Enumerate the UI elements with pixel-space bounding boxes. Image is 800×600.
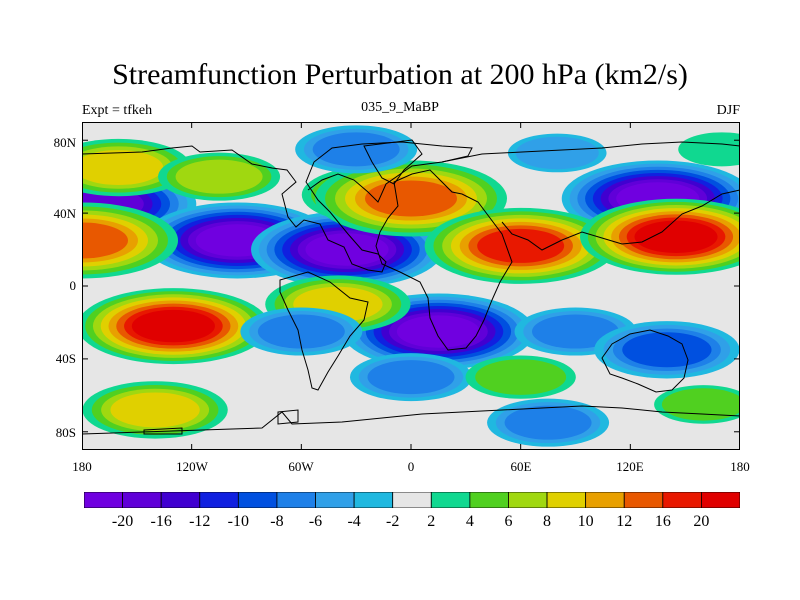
colorbar-label: -4: [347, 513, 361, 530]
contour-band: [634, 220, 718, 254]
contour-band: [367, 360, 455, 395]
antarctica-coastline: [82, 405, 740, 435]
colorbar-swatch: [623, 491, 664, 509]
colorbar-swatches: [83, 491, 741, 509]
colorbar-swatch: [430, 491, 471, 509]
colorbar-label: 10: [577, 513, 594, 530]
lat-label: 40N: [53, 206, 76, 221]
contour-band: [532, 314, 619, 349]
colorbar-swatch: [701, 491, 741, 509]
lon-label: 180: [730, 459, 750, 474]
colorbar-swatch: [662, 491, 702, 509]
experiment-label: Expt = tfkeh: [82, 103, 153, 118]
north-america-coastline: [82, 141, 473, 273]
island-coastline: [143, 427, 183, 435]
south-america-coastline: [279, 271, 369, 391]
lon-label: 120E: [616, 459, 644, 474]
colorbar-label: 12: [616, 513, 633, 530]
colorbar-swatch: [122, 491, 162, 509]
case-label: 035_9_MaBP: [361, 100, 439, 115]
contour-band: [312, 132, 400, 167]
colorbar-swatch: [585, 491, 625, 509]
lon-label: 60E: [510, 459, 532, 474]
chart-title: Streamfunction Perturbation at 200 hPa (…: [112, 58, 688, 91]
colorbar-swatch: [353, 491, 394, 509]
colorbar-label: -6: [308, 513, 323, 530]
lat-label: 80N: [53, 135, 76, 150]
colorbar-swatch: [315, 491, 355, 509]
colorbar-label: 4: [465, 513, 474, 530]
contour-band: [305, 233, 389, 266]
colorbar-label: 16: [654, 513, 671, 530]
colorbar-swatch: [469, 491, 509, 509]
lat-label: 40S: [55, 351, 76, 366]
colorbar-label: -16: [150, 513, 172, 530]
contour-band: [504, 405, 592, 440]
contour-band: [515, 136, 599, 170]
africa-coastline: [375, 169, 513, 351]
contour-band: [110, 392, 200, 428]
contour-band: [175, 159, 263, 194]
colorbar: [83, 491, 741, 509]
axis-ticks: [82, 122, 740, 450]
colorbar-label: 2: [427, 513, 436, 530]
colorbar-swatch: [276, 491, 316, 509]
lon-label: 180: [72, 459, 92, 474]
colorbar-swatch: [546, 491, 587, 509]
lon-label: 0: [407, 459, 415, 474]
colorbar-label: 6: [504, 513, 513, 530]
australia-coastline: [601, 329, 689, 393]
contour-map: [82, 122, 740, 450]
contour-band: [678, 132, 740, 167]
colorbar-label: -10: [227, 513, 249, 530]
lat-label: 0: [69, 278, 77, 293]
colorbar-label: -2: [386, 513, 400, 530]
island-coastline: [277, 409, 299, 425]
colorbar-label: 8: [543, 513, 552, 530]
colorbar-label: -8: [270, 513, 284, 530]
contour-band: [257, 314, 345, 349]
colorbar-swatch: [237, 491, 278, 509]
coastline-layer: [82, 139, 740, 435]
contour-band: [131, 309, 215, 343]
greenland-coastline: [363, 139, 423, 185]
contour-band: [475, 359, 567, 395]
colorbar-label: 20: [693, 513, 710, 530]
colorbar-swatch: [160, 491, 201, 509]
colorbar-swatch: [199, 491, 239, 509]
colorbar-label: -20: [111, 513, 134, 530]
colorbar-label: -12: [189, 513, 211, 530]
contour-band: [396, 315, 480, 348]
colorbar-swatch: [392, 491, 432, 509]
asia-coastline: [441, 141, 740, 251]
contour-band: [82, 222, 128, 259]
contour-band: [365, 180, 457, 217]
map-plot-area: [82, 122, 740, 450]
lat-label: 80S: [55, 425, 76, 440]
lon-label: 120W: [176, 459, 208, 474]
lon-label: 60W: [288, 459, 314, 474]
colorbar-swatch: [508, 491, 548, 509]
contour-fill-layer: [82, 125, 740, 447]
contour-band: [82, 150, 164, 186]
season-label: DJF: [716, 103, 740, 118]
colorbar-swatch: [83, 491, 123, 509]
contour-band: [622, 332, 712, 368]
contour-band: [477, 228, 565, 263]
